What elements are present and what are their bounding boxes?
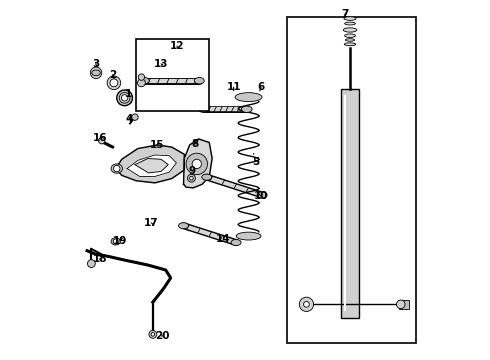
Polygon shape bbox=[135, 158, 168, 173]
Circle shape bbox=[304, 301, 309, 307]
Text: 2: 2 bbox=[109, 69, 117, 80]
Ellipse shape bbox=[202, 174, 212, 180]
Ellipse shape bbox=[111, 238, 121, 245]
Text: 17: 17 bbox=[144, 218, 159, 228]
Circle shape bbox=[151, 333, 155, 336]
Text: 19: 19 bbox=[113, 236, 127, 246]
Ellipse shape bbox=[231, 239, 241, 246]
Circle shape bbox=[110, 79, 118, 87]
Circle shape bbox=[188, 174, 196, 182]
Bar bbox=[341, 89, 359, 318]
Text: 3: 3 bbox=[92, 59, 99, 69]
Text: 1: 1 bbox=[125, 89, 132, 103]
Ellipse shape bbox=[90, 67, 102, 78]
Circle shape bbox=[396, 300, 405, 309]
Ellipse shape bbox=[178, 223, 189, 229]
Bar bbox=[287, 18, 416, 342]
Text: 8: 8 bbox=[192, 139, 198, 149]
Ellipse shape bbox=[92, 70, 100, 76]
Bar bbox=[398, 300, 409, 309]
Text: 18: 18 bbox=[92, 254, 107, 264]
Ellipse shape bbox=[107, 76, 121, 90]
Polygon shape bbox=[116, 145, 184, 183]
Ellipse shape bbox=[344, 34, 355, 37]
Ellipse shape bbox=[343, 28, 357, 32]
Circle shape bbox=[88, 260, 96, 267]
Text: 16: 16 bbox=[93, 133, 108, 143]
Ellipse shape bbox=[242, 106, 252, 112]
Bar bbox=[136, 39, 209, 111]
Text: 5: 5 bbox=[252, 154, 259, 167]
Text: 7: 7 bbox=[342, 9, 349, 19]
Circle shape bbox=[138, 79, 146, 87]
Circle shape bbox=[113, 239, 118, 244]
Circle shape bbox=[190, 176, 193, 180]
Text: 12: 12 bbox=[170, 41, 184, 51]
Ellipse shape bbox=[344, 43, 356, 46]
Ellipse shape bbox=[344, 17, 356, 20]
Polygon shape bbox=[127, 155, 176, 176]
Text: 14: 14 bbox=[216, 234, 231, 244]
Text: 4: 4 bbox=[125, 114, 133, 124]
Circle shape bbox=[149, 330, 157, 338]
Ellipse shape bbox=[198, 106, 209, 112]
Ellipse shape bbox=[236, 232, 261, 240]
Text: 15: 15 bbox=[149, 140, 164, 150]
Ellipse shape bbox=[119, 93, 130, 103]
Ellipse shape bbox=[235, 93, 262, 102]
Ellipse shape bbox=[117, 90, 132, 106]
Ellipse shape bbox=[345, 39, 355, 41]
Ellipse shape bbox=[194, 77, 204, 84]
Circle shape bbox=[299, 297, 314, 311]
Polygon shape bbox=[184, 139, 212, 188]
Circle shape bbox=[114, 165, 120, 172]
Ellipse shape bbox=[139, 77, 149, 84]
Circle shape bbox=[192, 159, 201, 168]
Ellipse shape bbox=[111, 164, 122, 173]
Circle shape bbox=[132, 114, 138, 120]
Text: 13: 13 bbox=[154, 59, 168, 69]
Circle shape bbox=[98, 138, 105, 144]
Ellipse shape bbox=[344, 22, 355, 25]
Text: 20: 20 bbox=[155, 332, 170, 342]
Circle shape bbox=[186, 153, 207, 175]
Text: 11: 11 bbox=[226, 82, 241, 92]
Circle shape bbox=[122, 95, 128, 101]
Text: 10: 10 bbox=[254, 191, 269, 201]
Ellipse shape bbox=[257, 192, 267, 198]
Circle shape bbox=[138, 74, 145, 80]
Text: 9: 9 bbox=[189, 166, 196, 176]
Text: 6: 6 bbox=[257, 82, 265, 92]
